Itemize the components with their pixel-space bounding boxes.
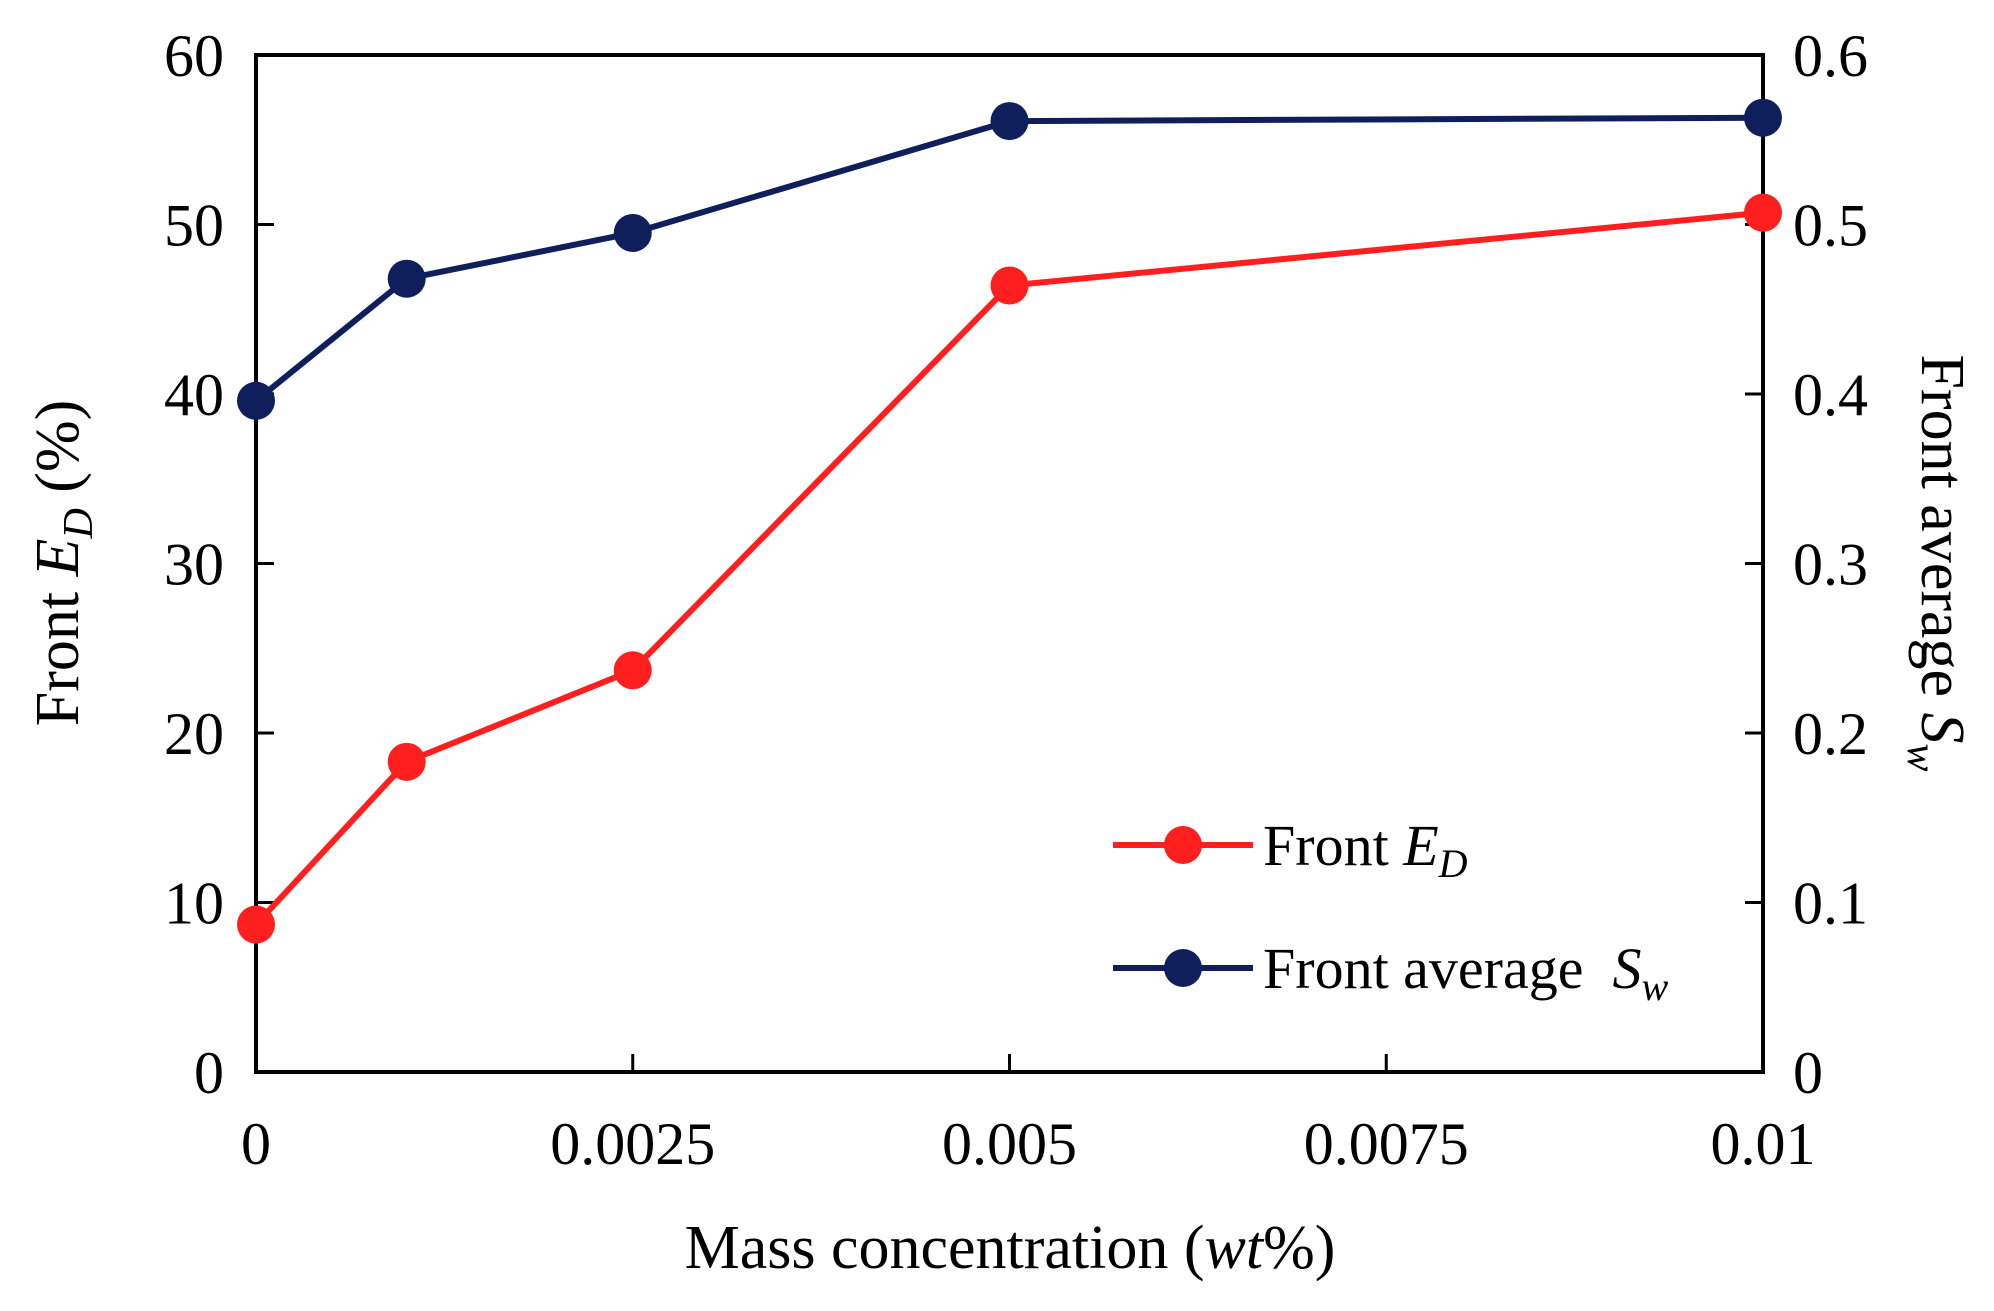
- y-right-tick-label: 0.4: [1793, 362, 1868, 428]
- data-point-front-average-sw: [387, 259, 426, 298]
- plot-frame: [254, 53, 1765, 1074]
- legend-swatch-marker-front-ed: [1164, 826, 1202, 864]
- y-right-tick-label: 0.2: [1793, 701, 1868, 767]
- y-right-axis-ticks: 0 0.1 0.2 0.3 0.4 0.5 0.6: [1745, 23, 1868, 1106]
- x-tick-label: 0.01: [1711, 1111, 1816, 1177]
- data-point-front-ed: [613, 651, 652, 690]
- y-left-tick-label: 0: [194, 1040, 224, 1106]
- y-left-tick-label: 20: [164, 701, 224, 767]
- series-line-front-ed: [253, 209, 1764, 927]
- y-left-tick-label: 60: [164, 23, 224, 89]
- y-right-tick-label: 0.1: [1793, 871, 1868, 937]
- legend-entry-front-average-sw: Front average Sw: [1113, 936, 1668, 1009]
- y-left-tick-label: 50: [164, 193, 224, 259]
- legend-swatch-marker-front-average-sw: [1164, 949, 1202, 987]
- y-left-axis-title: Front ED (%): [24, 400, 102, 727]
- data-point-front-ed: [237, 905, 275, 944]
- y-right-axis-title: Front average Sw: [1898, 354, 1976, 771]
- data-point-front-ed: [387, 742, 426, 781]
- series-layer: [237, 98, 1782, 944]
- y-left-tick-label: 30: [164, 532, 224, 598]
- series-line-front-average-sw: [254, 114, 1764, 404]
- y-right-tick-label: 0: [1793, 1040, 1823, 1106]
- data-point-front-average-sw: [1744, 98, 1782, 137]
- y-left-tick-label: 40: [164, 362, 224, 428]
- y-right-tick-label: 0.5: [1793, 193, 1868, 259]
- data-point-front-average-sw: [237, 381, 275, 420]
- data-point-front-average-sw: [990, 102, 1029, 141]
- y-right-tick-label: 0.6: [1793, 23, 1868, 89]
- x-tick-label: 0: [241, 1111, 271, 1177]
- legend: Front ED Front average Sw: [1113, 813, 1668, 1009]
- x-tick-label: 0.005: [942, 1111, 1077, 1177]
- y-left-axis-ticks: 0 10 20 30 40 50 60: [164, 23, 274, 1106]
- y-right-tick-label: 0.3: [1793, 532, 1868, 598]
- x-axis-ticks: 0 0.0025 0.005 0.0075 0.01: [241, 1054, 1816, 1177]
- x-tick-label: 0.0075: [1304, 1111, 1469, 1177]
- data-point-front-ed: [990, 266, 1029, 305]
- legend-entry-front-ed: Front ED: [1113, 813, 1468, 886]
- legend-label-front-ed: Front ED: [1263, 813, 1468, 886]
- x-tick-label: 0.0025: [550, 1111, 715, 1177]
- data-point-front-average-sw: [613, 213, 652, 252]
- data-point-front-ed: [1744, 193, 1782, 232]
- x-axis-title: Mass concentration (wt%): [685, 1214, 1336, 1282]
- legend-label-front-average-sw: Front average Sw: [1263, 936, 1668, 1009]
- y-left-tick-label: 10: [164, 871, 224, 937]
